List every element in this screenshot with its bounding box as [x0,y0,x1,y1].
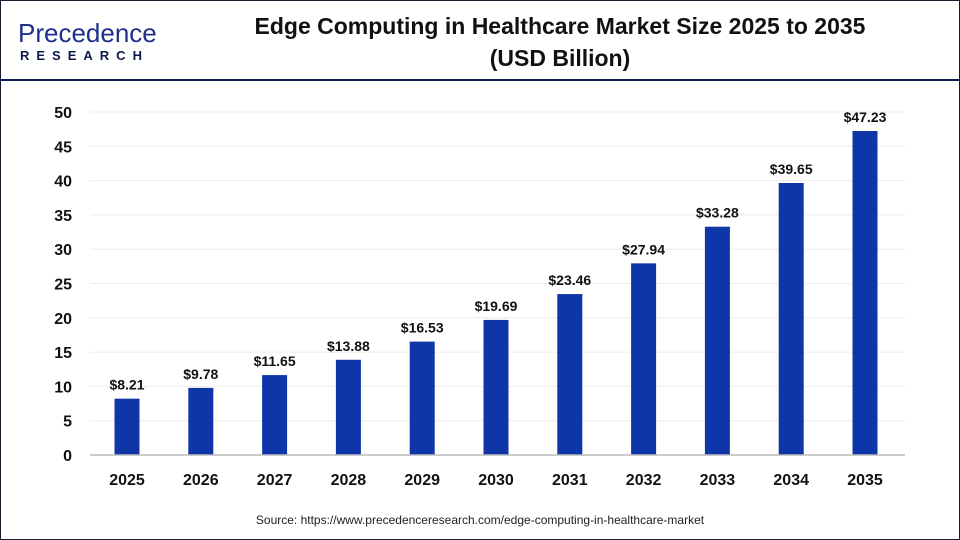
data-label: $33.28 [696,205,739,221]
bar-2027 [262,375,288,455]
data-label: $23.46 [548,272,591,288]
data-label: $9.78 [183,366,218,382]
y-tick-label: 5 [63,414,72,431]
bar-2029 [409,341,435,455]
bar-2034 [778,183,804,455]
y-tick-label: 10 [54,379,72,396]
data-label: $47.23 [844,109,887,125]
chart-title: Edge Computing in Healthcare Market Size… [220,10,900,74]
data-label: $8.21 [109,377,144,393]
x-tick-label: 2027 [257,472,293,489]
bar-2035 [852,131,878,455]
data-label: $39.65 [770,161,813,177]
chart-title-main: Edge Computing in Healthcare Market Size… [254,13,866,39]
bar-2032 [631,263,657,455]
bar-2033 [704,226,730,455]
y-tick-label: 20 [54,311,72,328]
x-tick-label: 2033 [700,472,736,489]
y-tick-label: 50 [54,105,72,122]
x-tick-label: 2026 [183,472,219,489]
y-tick-label: 30 [54,242,72,259]
y-tick-label: 25 [54,277,72,294]
data-label: $13.88 [327,338,370,354]
y-tick-label: 35 [54,208,72,225]
y-tick-label: 40 [54,174,72,191]
logo-bottom-text: RESEARCH [20,48,149,63]
y-tick-label: 45 [54,139,72,156]
bar-2026 [188,387,214,455]
header-divider [0,79,960,81]
bar-2028 [335,359,361,455]
data-label: $19.69 [475,298,518,314]
x-tick-label: 2025 [109,472,145,489]
x-tick-label: 2031 [552,472,588,489]
chart-subtitle: (USD Billion) [489,45,631,71]
data-label: $16.53 [401,320,444,336]
source-text: Source: https://www.precedenceresearch.c… [255,513,705,527]
bar-2031 [557,294,583,455]
y-tick-label: 15 [54,345,72,362]
x-tick-label: 2034 [773,472,809,489]
x-tick-label: 2035 [847,472,883,489]
logo-top-text: Precedence [18,18,157,48]
x-tick-label: 2030 [478,472,514,489]
data-label: $27.94 [622,241,665,257]
y-tick-label: 0 [63,448,72,465]
x-tick-label: 2032 [626,472,662,489]
x-tick-label: 2029 [404,472,440,489]
data-label: $11.65 [254,353,296,369]
x-tick-label: 2028 [331,472,367,489]
bar-2030 [483,319,509,455]
bar-2025 [114,398,140,455]
precedence-research-logo: Precedence RESEARCH [18,20,158,64]
